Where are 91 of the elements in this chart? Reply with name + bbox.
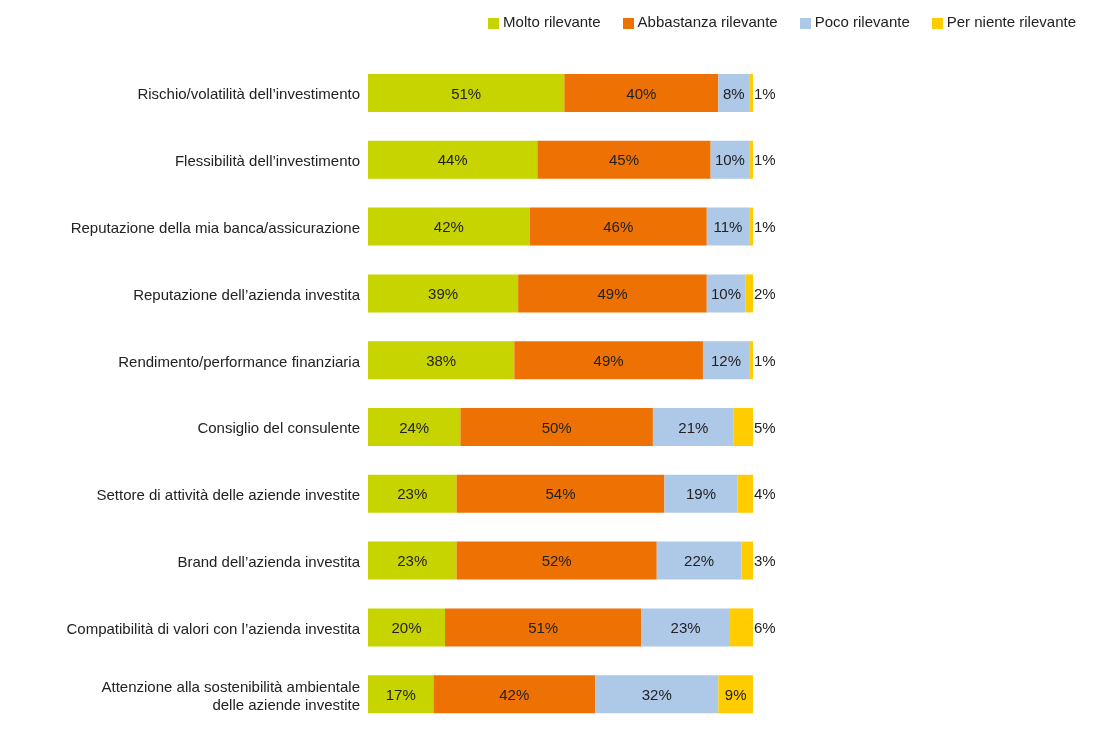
y-tick-label: Flessibilità dell’investimento	[174, 151, 360, 169]
data-label: 23%	[397, 485, 428, 503]
bar	[514, 341, 703, 380]
bar	[652, 408, 734, 446]
data-label: 49%	[597, 284, 628, 302]
data-label: 39%	[428, 284, 459, 302]
y-tick-label: Consiglio del consulente	[197, 418, 360, 436]
data-label: 5%	[754, 418, 776, 436]
data-label: 1%	[754, 218, 776, 236]
data-label: 22%	[684, 552, 715, 570]
bar	[456, 474, 665, 513]
data-label: 44%	[437, 151, 468, 169]
y-tick-label: Rendimento/performance finanziaria	[118, 352, 361, 370]
bar	[368, 541, 457, 580]
bar	[445, 608, 642, 647]
legend-label: Per niente rilevante	[946, 13, 1076, 30]
y-tick-label: Reputazione dell’azienda investita	[133, 285, 361, 303]
data-label: 50%	[541, 418, 572, 436]
data-label: 3%	[754, 552, 776, 570]
data-label: 46%	[603, 218, 634, 236]
data-label: 49%	[593, 351, 624, 369]
data-label: 51%	[528, 618, 559, 636]
legend-label: Poco rilevante	[814, 13, 910, 30]
bar	[368, 341, 515, 380]
bar	[737, 474, 753, 513]
bar	[702, 341, 750, 380]
data-label: 23%	[397, 552, 428, 570]
bar	[537, 140, 711, 179]
data-label: 42%	[433, 218, 464, 236]
data-label: 32%	[641, 685, 672, 703]
bar	[741, 541, 753, 580]
bar	[641, 608, 730, 647]
y-tick-label: Brand dell’azienda investita	[177, 552, 361, 570]
bar	[368, 274, 519, 313]
bar	[595, 675, 719, 714]
data-label: 11%	[713, 218, 743, 236]
data-label: 19%	[686, 485, 717, 503]
bar	[749, 341, 753, 380]
bar	[368, 408, 461, 446]
y-tick-label: Settore di attività delle aziende investite	[96, 485, 360, 503]
bar	[529, 207, 707, 246]
data-label: 2%	[754, 284, 776, 302]
bar	[368, 608, 445, 647]
data-label: 17%	[385, 685, 416, 703]
data-label: 12%	[711, 351, 742, 369]
legend-label: Molto rilevante	[503, 13, 601, 30]
bar	[745, 274, 753, 313]
data-label: 6%	[754, 618, 776, 636]
data-label: 23%	[670, 618, 701, 636]
bar	[718, 675, 753, 714]
data-label: 1%	[754, 351, 776, 369]
data-label: 40%	[626, 84, 657, 102]
y-tick-label: Reputazione della mia banca/assicurazione	[70, 218, 360, 236]
data-label: 9%	[724, 685, 747, 703]
data-label: 10%	[711, 284, 742, 302]
bar	[656, 541, 742, 580]
data-label: 21%	[678, 418, 709, 436]
bar	[749, 140, 753, 179]
data-label: 45%	[609, 151, 640, 169]
bar	[518, 274, 707, 313]
y-tick-label: Rischio/volatilità dell’investimento	[137, 84, 360, 102]
bar	[456, 541, 657, 580]
data-label: 42%	[499, 685, 530, 703]
bar	[368, 474, 457, 513]
data-label: 51%	[451, 84, 482, 102]
bar	[729, 608, 753, 647]
data-label: 1%	[754, 84, 776, 102]
data-label: 10%	[714, 151, 745, 169]
bar	[733, 408, 753, 446]
y-tick-label: Attenzione alla sostenibilità ambientale delle aziende investite	[101, 677, 360, 713]
y-tick-label: Compatibilità di valori con l’azienda investita	[66, 619, 361, 637]
bar	[749, 207, 753, 246]
data-label: 4%	[754, 485, 776, 503]
legend-label: Abbastanza rilevante	[637, 13, 778, 30]
data-label: 24%	[399, 418, 430, 436]
bar	[368, 207, 530, 246]
data-label: 8%	[722, 84, 745, 102]
data-label: 20%	[391, 618, 422, 636]
bar	[368, 675, 434, 714]
data-label: 38%	[426, 351, 457, 369]
data-label: 54%	[545, 485, 576, 503]
bar	[664, 474, 738, 513]
data-label: 1%	[754, 151, 776, 169]
bar	[433, 675, 596, 714]
bar	[564, 74, 719, 112]
bar	[368, 140, 538, 179]
data-label: 52%	[541, 552, 572, 570]
bar	[706, 207, 750, 246]
bar	[749, 74, 753, 112]
bar	[368, 74, 565, 112]
bar	[460, 408, 653, 446]
